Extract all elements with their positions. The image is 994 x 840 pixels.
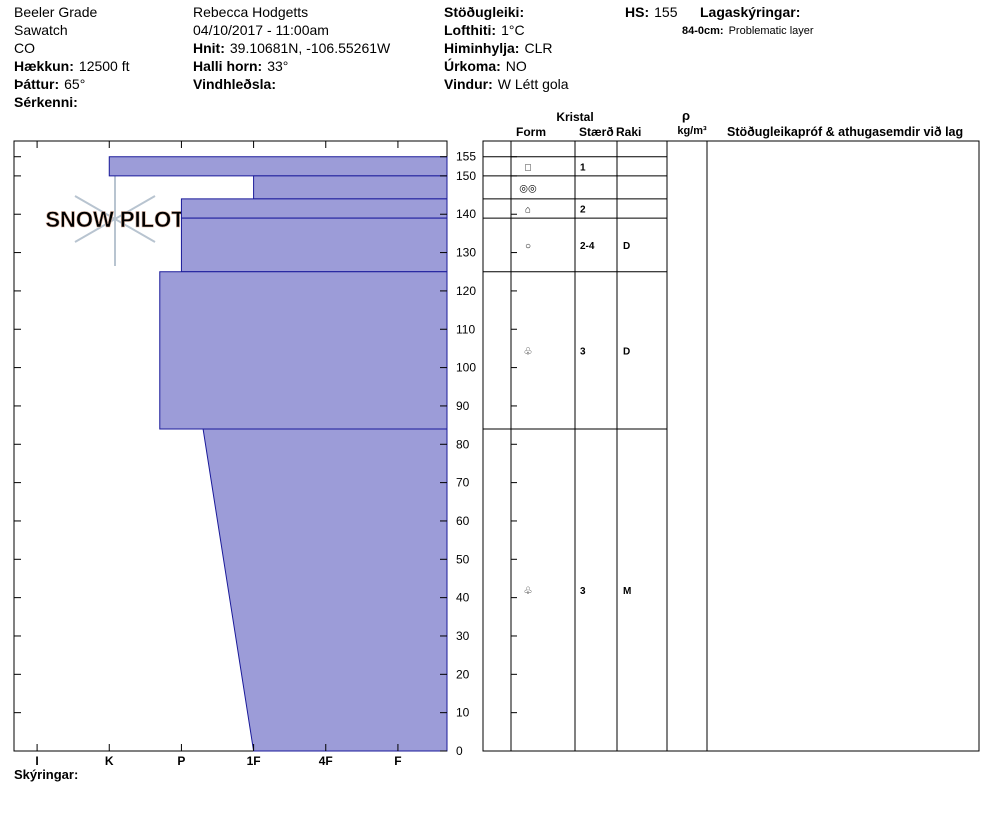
y-tick-label: 40	[456, 591, 470, 605]
field-value: 155	[654, 4, 678, 20]
table-frame	[482, 140, 980, 752]
y-tick-label: 60	[456, 514, 470, 528]
x-tick-label: K	[105, 754, 114, 768]
header-field: 04/10/2017 - 11:00am	[193, 22, 329, 38]
header-field: Halli horn: 33°	[193, 58, 288, 74]
field-value: 12500 ft	[79, 58, 130, 74]
field-label: Halli horn:	[193, 58, 262, 74]
field-label: Vindur:	[444, 76, 493, 92]
footer: Skýringar:	[14, 767, 78, 782]
field-label: 84-0cm:	[682, 25, 724, 37]
moisture: M	[623, 586, 631, 597]
moisture: D	[623, 241, 630, 252]
layer-bar	[253, 175, 448, 200]
header-field: Stöðugleiki:	[444, 4, 524, 20]
y-tick-label: 0	[456, 744, 463, 758]
field-value: 33°	[267, 58, 288, 74]
x-tick-label: P	[177, 754, 185, 768]
header-field: Úrkoma: NO	[444, 57, 527, 74]
layer-bar	[159, 271, 448, 430]
header-field: Lofthiti: 1°C	[444, 22, 525, 38]
field-value: CLR	[524, 40, 552, 56]
field-label: Vindhleðsla:	[193, 76, 276, 92]
field-label: HS:	[625, 4, 649, 20]
crystal-form: ○	[525, 241, 531, 252]
field-label: Himinhylja:	[444, 40, 519, 56]
field-label: Sérkenni:	[14, 94, 78, 110]
table-header: kg/m³	[677, 125, 707, 137]
y-tick-label: 110	[456, 322, 475, 336]
header-field: Hnit: 39.10681N, -106.55261W	[193, 40, 391, 56]
header-field: Beeler Grade	[14, 4, 97, 20]
x-tick-label: F	[394, 754, 401, 768]
crystal-form: ♧	[524, 586, 533, 597]
layer-bar	[180, 217, 448, 273]
watermark: SNOW PILOT	[45, 207, 185, 232]
y-tick-label: 70	[456, 476, 470, 490]
field-value: 39.10681N, -106.55261W	[230, 40, 391, 56]
table-header: Raki	[616, 125, 641, 139]
header-field: Vindhleðsla:	[193, 76, 276, 92]
header-field: Vindur: W Létt gola	[444, 76, 569, 92]
y-tick-label: 10	[456, 706, 470, 720]
x-tick-label: 1F	[247, 754, 261, 768]
y-tick-label: 155	[456, 150, 476, 164]
header-field: HS: 155	[625, 4, 678, 20]
table-header: ρ	[682, 108, 690, 123]
field-label: Þáttur:	[14, 76, 59, 92]
table-header: Kristal	[556, 110, 593, 124]
field-label: Lofthiti:	[444, 22, 496, 38]
field-value: 65°	[64, 76, 85, 92]
field-label: Stöðugleiki:	[444, 4, 524, 20]
layer-bar	[202, 428, 448, 752]
layer-bar	[180, 198, 448, 219]
crystal-form: ⌂	[525, 204, 531, 215]
table-header: Stöðugleikapróf & athugasemdir við lag	[727, 125, 963, 139]
y-tick-label: 140	[456, 207, 476, 221]
field-value: W Létt gola	[498, 76, 569, 92]
crystal-size: 1	[580, 162, 586, 173]
field-value: 1°C	[501, 22, 525, 38]
header-field: Sawatch	[14, 22, 68, 38]
crystal-form: □	[525, 162, 531, 173]
crystal-size: 3	[580, 346, 586, 357]
y-tick-label: 30	[456, 629, 470, 643]
crystal-size: 3	[580, 586, 586, 597]
table-header: Form	[516, 125, 546, 139]
crystal-size: 2-4	[580, 241, 595, 252]
moisture: D	[623, 346, 630, 357]
field-label: Úrkoma:	[444, 57, 501, 74]
field-value: Problematic layer	[729, 25, 814, 37]
header-field: CO	[14, 40, 35, 56]
header-field: Himinhylja: CLR	[444, 40, 552, 56]
y-tick-label: 50	[456, 552, 470, 566]
layer-bar	[108, 156, 448, 177]
field-label: Hnit:	[193, 40, 225, 56]
x-tick-label: 4F	[319, 754, 333, 768]
header-field: 84-0cm: Problematic layer	[682, 25, 814, 37]
notes-title: Lagaskýringar:	[700, 4, 800, 20]
header-field: Hækkun: 12500 ft	[14, 58, 130, 74]
crystal-size: 2	[580, 204, 586, 215]
watermark-flake	[74, 172, 156, 266]
crystal-form: ◎◎	[519, 183, 537, 194]
table-header: Stærð	[579, 125, 614, 139]
x-tick-label: I	[35, 754, 38, 768]
y-tick-label: 80	[456, 437, 470, 451]
y-tick-label: 20	[456, 667, 470, 681]
y-tick-label: 90	[456, 399, 470, 413]
y-tick-label: 120	[456, 284, 476, 298]
field-value: NO	[506, 58, 527, 74]
crystal-form: ♧	[524, 346, 533, 357]
field-label: Hækkun:	[14, 58, 74, 74]
header-field: Þáttur: 65°	[14, 76, 85, 92]
header-field: Sérkenni:	[14, 94, 78, 110]
header-field: Rebecca Hodgetts	[193, 4, 308, 20]
y-tick-label: 150	[456, 169, 476, 183]
y-tick-label: 100	[456, 361, 476, 375]
table-columns	[510, 141, 708, 751]
y-tick-label: 130	[456, 246, 476, 260]
